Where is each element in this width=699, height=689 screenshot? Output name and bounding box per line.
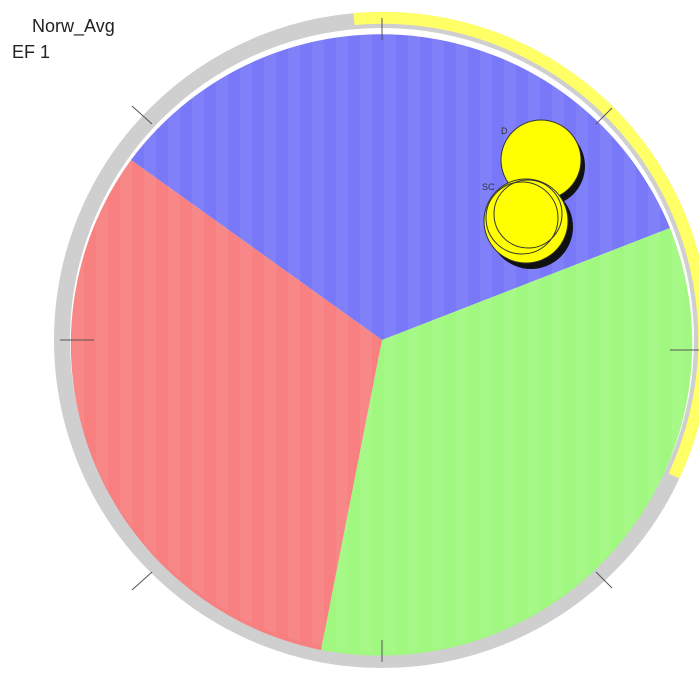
ring-highlight — [353, 11, 699, 479]
texture — [70, 28, 694, 652]
subtitle: EF 1 — [12, 42, 50, 62]
marker-ring — [485, 181, 559, 255]
marker-label: SC — [482, 182, 495, 192]
marker — [483, 178, 569, 264]
ticks — [60, 18, 699, 662]
title: Norw_Avg — [32, 16, 115, 37]
marker-label: D — [501, 126, 508, 136]
marker-ring — [493, 179, 563, 249]
